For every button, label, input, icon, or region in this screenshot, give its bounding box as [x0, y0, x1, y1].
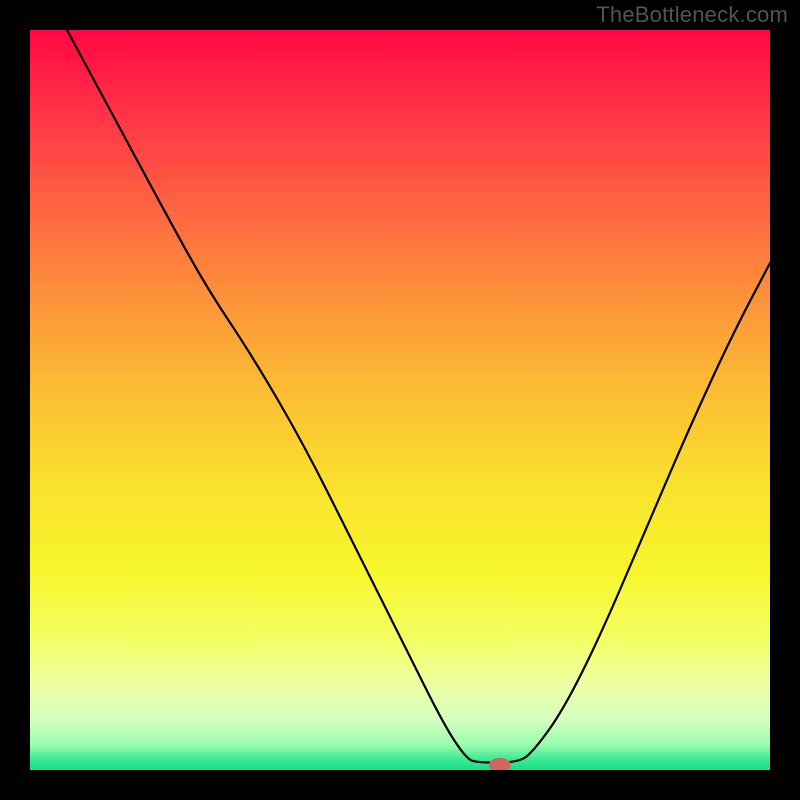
watermark-text: TheBottleneck.com: [596, 2, 788, 28]
bottleneck-chart: [30, 30, 770, 770]
chart-svg: [30, 30, 770, 770]
gradient-background: [30, 30, 770, 770]
